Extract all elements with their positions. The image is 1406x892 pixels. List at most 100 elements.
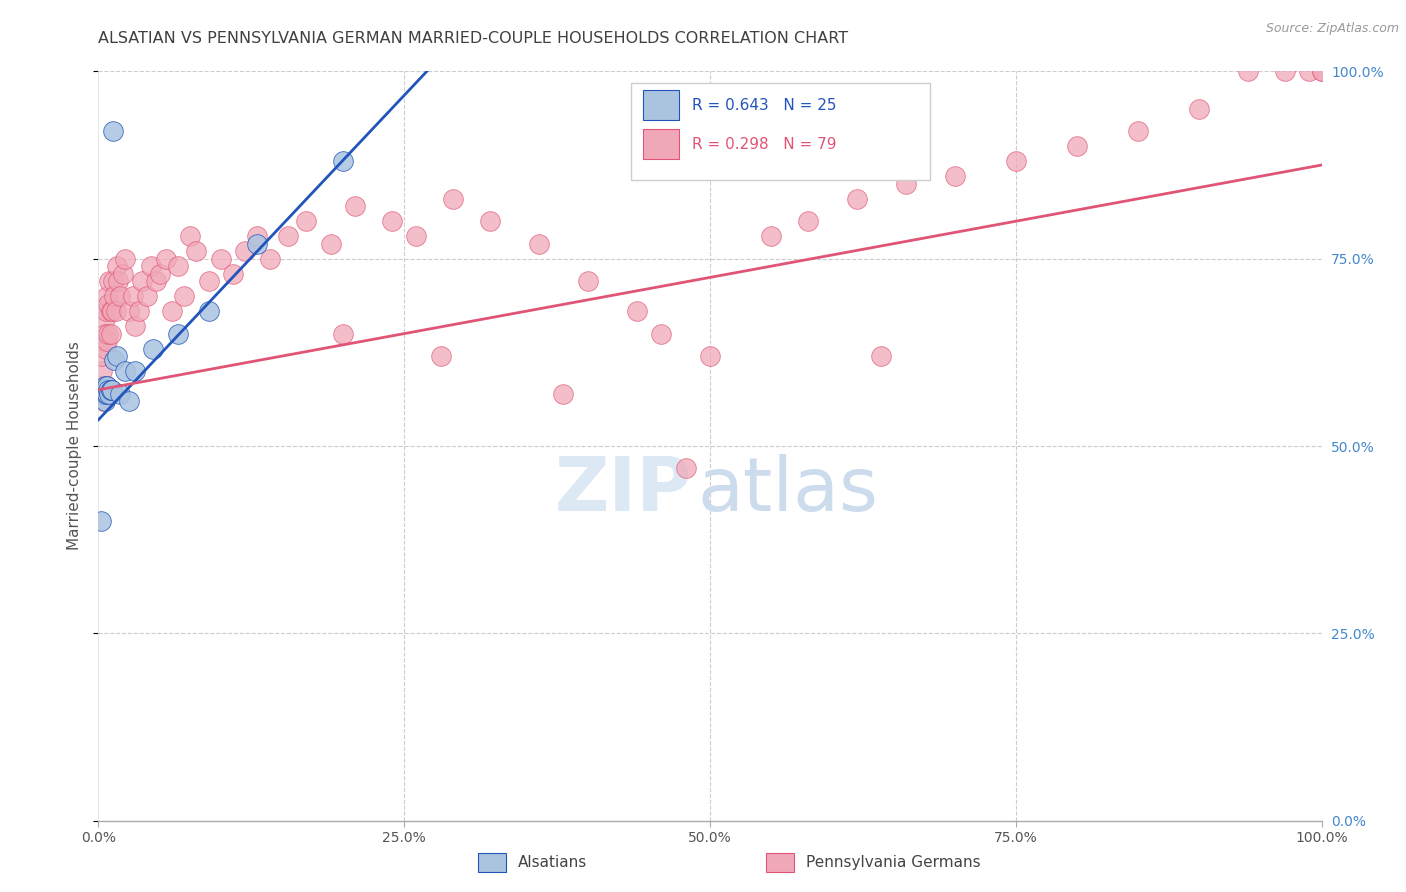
- Point: [93, 311, 115, 326]
- Point: [527, 236, 550, 251]
- Text: Pennsylvania Germans: Pennsylvania Germans: [806, 855, 980, 870]
- Point: [576, 274, 599, 288]
- Point: [96, 386, 118, 401]
- Point: [90, 379, 112, 393]
- Point: [121, 289, 143, 303]
- Point: [101, 124, 124, 138]
- Point: [650, 326, 672, 341]
- Point: [845, 192, 868, 206]
- Point: [761, 229, 783, 244]
- Point: [155, 252, 177, 266]
- Point: [91, 334, 114, 348]
- Point: [98, 386, 121, 401]
- Point: [319, 236, 342, 251]
- Point: [553, 386, 575, 401]
- Point: [295, 214, 318, 228]
- Text: R = 0.643   N = 25: R = 0.643 N = 25: [692, 97, 837, 112]
- Point: [100, 383, 122, 397]
- Point: [104, 304, 127, 318]
- Point: [222, 267, 245, 281]
- Point: [96, 289, 118, 303]
- Point: [94, 304, 117, 318]
- Point: [111, 267, 134, 281]
- Point: [91, 349, 114, 363]
- Point: [105, 259, 128, 273]
- Point: [344, 199, 367, 213]
- Point: [209, 252, 232, 266]
- Point: [478, 214, 501, 228]
- Bar: [643, 129, 679, 159]
- Point: [139, 259, 162, 273]
- Point: [94, 386, 117, 401]
- Text: ZIP: ZIP: [554, 454, 692, 527]
- Point: [233, 244, 256, 259]
- Point: [1237, 64, 1260, 78]
- Point: [100, 326, 122, 341]
- Point: [128, 304, 150, 318]
- Point: [93, 326, 115, 341]
- Point: [124, 319, 146, 334]
- Point: [110, 289, 132, 303]
- Point: [870, 349, 893, 363]
- Point: [100, 304, 122, 318]
- Point: [186, 244, 208, 259]
- Point: [1310, 64, 1333, 78]
- Point: [103, 352, 125, 367]
- Point: [131, 274, 153, 288]
- Point: [105, 349, 128, 363]
- Point: [96, 334, 118, 348]
- Point: [91, 364, 114, 378]
- Point: [91, 386, 114, 401]
- Point: [332, 326, 354, 341]
- Point: [90, 514, 112, 528]
- Point: [167, 326, 190, 341]
- Point: [179, 229, 201, 244]
- Point: [91, 386, 114, 401]
- Point: [114, 364, 136, 378]
- Text: Source: ZipAtlas.com: Source: ZipAtlas.com: [1265, 22, 1399, 36]
- Bar: [643, 90, 679, 120]
- Point: [97, 326, 120, 341]
- Text: ALSATIAN VS PENNSYLVANIA GERMAN MARRIED-COUPLE HOUSEHOLDS CORRELATION CHART: ALSATIAN VS PENNSYLVANIA GERMAN MARRIED-…: [98, 31, 849, 46]
- Point: [1188, 102, 1211, 116]
- Point: [943, 169, 966, 184]
- Point: [93, 379, 115, 393]
- Point: [103, 289, 125, 303]
- Point: [110, 386, 132, 401]
- Point: [626, 304, 648, 318]
- Point: [277, 229, 299, 244]
- Point: [675, 461, 697, 475]
- Point: [1004, 154, 1026, 169]
- Point: [145, 274, 167, 288]
- Point: [160, 304, 183, 318]
- Point: [246, 236, 269, 251]
- Point: [97, 296, 120, 310]
- Point: [1066, 139, 1088, 153]
- Point: [197, 274, 219, 288]
- Point: [93, 394, 115, 409]
- Point: [124, 364, 146, 378]
- Point: [149, 267, 172, 281]
- Point: [136, 289, 159, 303]
- Point: [441, 192, 464, 206]
- Point: [173, 289, 195, 303]
- Text: atlas: atlas: [697, 454, 879, 527]
- Text: R = 0.298   N = 79: R = 0.298 N = 79: [692, 136, 837, 152]
- Point: [797, 214, 820, 228]
- FancyBboxPatch shape: [630, 83, 931, 180]
- Point: [197, 304, 219, 318]
- Point: [167, 259, 190, 273]
- Point: [1298, 64, 1320, 78]
- Point: [91, 394, 114, 409]
- Point: [430, 349, 453, 363]
- Point: [1128, 124, 1150, 138]
- Point: [96, 379, 118, 393]
- Point: [94, 342, 117, 356]
- Point: [98, 274, 121, 288]
- Point: [259, 252, 281, 266]
- Point: [101, 274, 124, 288]
- Point: [405, 229, 427, 244]
- Point: [97, 383, 120, 397]
- Point: [332, 154, 354, 169]
- Point: [1310, 64, 1333, 78]
